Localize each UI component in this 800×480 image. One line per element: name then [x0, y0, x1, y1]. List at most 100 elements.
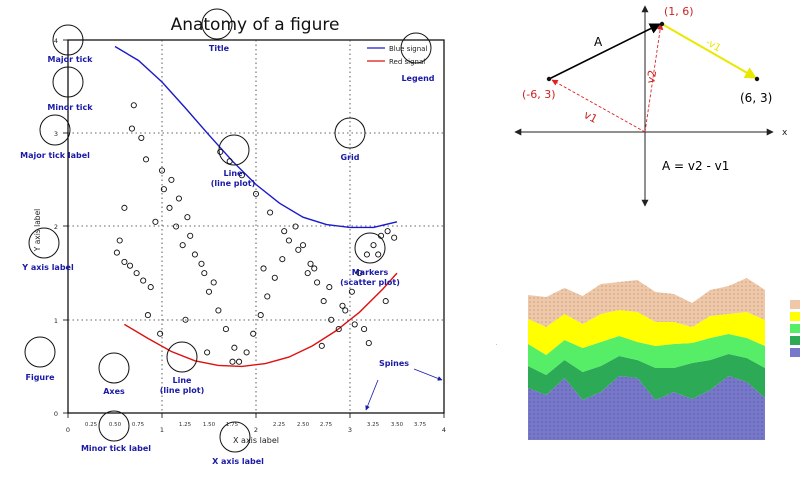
- scatter-marker: [311, 265, 318, 272]
- scatter-marker: [168, 176, 175, 183]
- annotation-circles: [24, 8, 432, 453]
- scatter-marker: [205, 288, 213, 295]
- ann-minor-tick-label: Minor tick label: [81, 444, 151, 453]
- vector-equation: A = v2 - v1: [662, 159, 729, 173]
- scatter-marker: [204, 349, 211, 356]
- scatter-marker: [285, 237, 292, 244]
- xminor-0: 0.25: [85, 422, 98, 428]
- xtick-0: 0: [66, 426, 70, 434]
- scatter-marker: [351, 321, 358, 328]
- x-ticks: [67, 413, 445, 418]
- anatomy-chart: Anatomy of a figure 0 1 2 3 4: [20, 8, 446, 466]
- legend: Blue signal Red signal: [367, 45, 427, 66]
- anatomy-title: Anatomy of a figure: [171, 15, 340, 35]
- ann-x-axis-label: X axis label: [212, 457, 264, 466]
- stacked-area-chart: ·: [494, 278, 800, 440]
- area-layer: [528, 278, 765, 440]
- scatter-marker: [299, 242, 307, 249]
- scatter-marker: [348, 288, 355, 295]
- scatter-marker: [326, 284, 333, 291]
- label-v2: v2: [644, 69, 659, 85]
- ann-minor-tick: Minor tick: [47, 103, 93, 112]
- label-A: A: [594, 35, 603, 49]
- label-v1: v1: [582, 108, 600, 126]
- ann-line1b: (line plot): [211, 179, 256, 188]
- scatter-marker: [279, 256, 286, 263]
- spines-arrows: [365, 368, 443, 411]
- scatter-marker: [187, 232, 194, 239]
- scatter-marker: [320, 298, 327, 305]
- scatter-marker: [281, 228, 288, 235]
- scatter-marker: [158, 167, 166, 174]
- scatter-marker: [229, 358, 236, 365]
- ann-figure: Figure: [26, 373, 56, 382]
- scatter-marker: [142, 156, 150, 163]
- ann-title: Title: [209, 44, 230, 53]
- series-line-1: [124, 272, 398, 368]
- ytick-1: 1: [54, 317, 58, 325]
- scatter-marker: [267, 209, 274, 216]
- xminor-2: 0.75: [132, 422, 145, 428]
- ytick-0: 0: [54, 410, 58, 418]
- label-neg-v1: -v1: [704, 37, 723, 54]
- area-band-texture-4: [528, 278, 765, 327]
- y-axis-label: Y axis label: [33, 209, 42, 253]
- scatter-marker: [175, 195, 182, 202]
- scatter-marker: [363, 251, 370, 258]
- point-p1: [659, 21, 665, 27]
- ann-markers: Markers: [352, 268, 389, 277]
- xminor-1: 0.50: [109, 422, 122, 428]
- xtick-2: 2: [254, 426, 258, 434]
- scatter-marker: [365, 340, 372, 347]
- grid-lines: [68, 40, 444, 413]
- vec-x-label: x: [782, 128, 788, 138]
- scatter-marker: [342, 307, 349, 314]
- scatter-marker: [166, 204, 173, 211]
- y-ticks: [63, 39, 68, 414]
- scatter-marker: [152, 218, 159, 225]
- scatter-marker: [184, 214, 191, 221]
- scatter-marker: [260, 265, 267, 272]
- scatter-marker: [191, 251, 198, 258]
- scatter-marker: [264, 293, 271, 300]
- ytick-3: 3: [54, 130, 58, 138]
- ann-spines: Spines: [379, 359, 409, 368]
- scatter-marker: [292, 223, 299, 230]
- scatter-marker: [138, 134, 145, 141]
- label-p2: (-6, 3): [522, 88, 556, 101]
- scatter-marker: [391, 234, 398, 241]
- label-p3: (6, 3): [740, 91, 772, 105]
- scatter-marker: [222, 326, 229, 333]
- xminor-11: 3.75: [414, 422, 427, 428]
- scatter-marker: [226, 158, 233, 165]
- scatter-marker: [335, 326, 342, 333]
- ann-line1: Line: [224, 169, 244, 178]
- xtick-4: 4: [442, 426, 446, 434]
- area-ylabel: ·: [494, 343, 500, 345]
- scatter-marker: [257, 312, 264, 319]
- scatter-marker: [215, 307, 222, 314]
- xminor-4: 1.50: [203, 422, 216, 428]
- area-band-texture-0: [528, 376, 765, 440]
- scatter-marker: [314, 279, 321, 286]
- xminor-6: 2.25: [273, 422, 286, 428]
- scatter-marker: [173, 223, 180, 230]
- scatter-marker: [121, 204, 128, 211]
- scatter-marker: [201, 270, 208, 277]
- series-line-0: [114, 45, 398, 229]
- scatter-marker: [238, 172, 245, 179]
- scatter-marker: [271, 274, 278, 281]
- scatter-marker: [339, 302, 346, 309]
- ytick-4: 4: [54, 37, 58, 45]
- ann-y-axis-label: Y axis label: [21, 263, 74, 272]
- scatter-marker: [307, 260, 314, 267]
- annotation-labels: Title Major tick Minor tick Major tick l…: [20, 44, 435, 466]
- area-band-1: [528, 354, 765, 400]
- xminor-9: 3.25: [367, 422, 380, 428]
- scatter-marker: [382, 298, 389, 305]
- vector-A: [548, 23, 662, 80]
- scatter-marker: [250, 330, 257, 337]
- anatomy-data: [113, 45, 398, 368]
- xminor-7: 2.50: [297, 422, 310, 428]
